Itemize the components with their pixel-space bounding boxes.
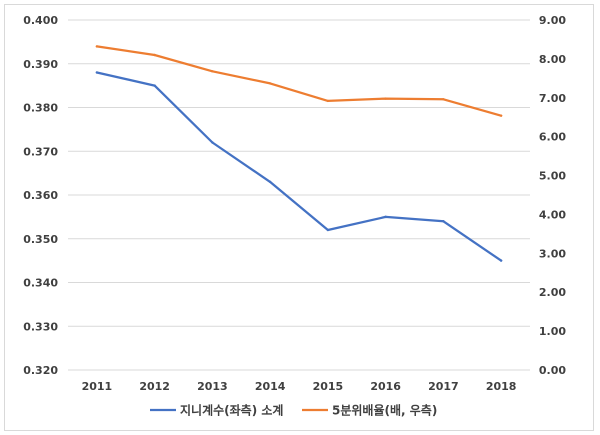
y-left-tick-label: 0.320 <box>23 364 58 377</box>
y-right-tick-label: 3.00 <box>539 247 566 260</box>
data-point <box>211 70 214 73</box>
data-point <box>211 141 214 144</box>
data-point <box>442 220 445 223</box>
data-point <box>326 228 330 232</box>
data-point <box>384 215 387 219</box>
x-tick-label: 2012 <box>139 380 170 393</box>
y-left-tick-label: 0.370 <box>23 145 58 158</box>
series-line-2 <box>95 45 503 117</box>
y-left-tick-label: 0.400 <box>23 14 58 27</box>
y-right-tick-label: 1.00 <box>539 325 566 338</box>
legend-label: 지니계수(좌측) 소계 <box>180 403 283 418</box>
y-left-tick-label: 0.350 <box>23 233 58 246</box>
x-tick-label: 2017 <box>428 380 459 393</box>
x-tick-label: 2015 <box>313 380 344 393</box>
data-point <box>153 84 156 87</box>
data-point <box>95 45 99 48</box>
data-point <box>442 98 445 101</box>
gridlines <box>68 19 530 371</box>
x-tick-label: 2014 <box>255 380 286 393</box>
series <box>95 45 503 262</box>
x-tick-label: 2013 <box>197 380 228 393</box>
legend-label: 5분위배율(배, 우측) <box>332 403 437 418</box>
y-left-tick-label: 0.360 <box>23 189 58 202</box>
series-line-1 <box>95 71 503 262</box>
y-right-tick-label: 5.00 <box>539 170 566 183</box>
data-point <box>268 180 272 184</box>
y-left-tick-label: 0.340 <box>23 277 58 290</box>
y-right-tick-label: 6.00 <box>539 131 566 144</box>
data-point <box>499 259 503 262</box>
data-point <box>153 53 156 57</box>
data-point <box>268 82 272 85</box>
y-left-tick-label: 0.330 <box>23 320 58 333</box>
data-point <box>326 99 330 103</box>
y-right-tick-label: 0.00 <box>539 364 566 377</box>
y-left-tick-label: 0.390 <box>23 58 58 71</box>
y-right-tick-label: 2.00 <box>539 286 566 299</box>
x-tick-label: 2011 <box>82 380 113 393</box>
data-point <box>95 71 99 74</box>
y-left-tick-label: 0.380 <box>23 102 58 115</box>
legend: 지니계수(좌측) 소계 5분위배율(배, 우측) <box>150 403 437 418</box>
x-tick-label: 2016 <box>370 380 401 393</box>
y-right-tick-label: 9.00 <box>539 14 566 27</box>
data-point <box>499 114 503 117</box>
chart-frame <box>4 4 594 431</box>
x-tick-label: 2018 <box>486 380 517 393</box>
axes: 0.320 0.330 0.340 0.350 0.360 0.370 0.380 0.390… <box>23 14 566 393</box>
y-right-tick-label: 4.00 <box>539 208 566 221</box>
data-point <box>384 97 387 100</box>
y-right-tick-label: 8.00 <box>539 53 566 66</box>
y-right-tick-label: 7.00 <box>539 92 566 105</box>
